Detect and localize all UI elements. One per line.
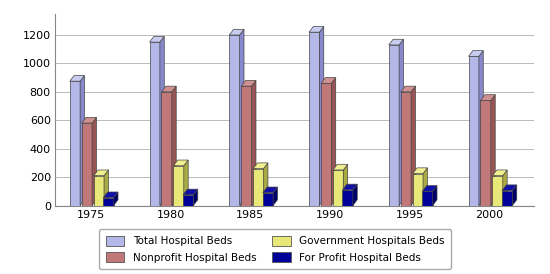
Polygon shape [82,123,92,206]
Polygon shape [82,118,96,123]
Polygon shape [503,170,507,206]
Polygon shape [241,81,256,86]
Polygon shape [353,184,358,206]
Polygon shape [481,95,495,100]
Polygon shape [70,76,85,81]
Legend: Total Hospital Beds, Nonprofit Hospital Beds, Government Hospitals Beds, For Pro: Total Hospital Beds, Nonprofit Hospital … [100,229,450,269]
Polygon shape [399,39,404,205]
Polygon shape [331,78,335,206]
Polygon shape [492,176,503,206]
Polygon shape [173,160,188,166]
Polygon shape [479,51,483,205]
Polygon shape [320,27,324,206]
Polygon shape [491,95,495,206]
Polygon shape [273,187,278,206]
Polygon shape [183,189,198,195]
Polygon shape [229,35,240,206]
Polygon shape [183,195,194,206]
Polygon shape [263,163,268,206]
Polygon shape [401,92,411,206]
Polygon shape [422,191,433,206]
Polygon shape [389,45,399,206]
Polygon shape [253,163,268,169]
Polygon shape [162,92,172,206]
Polygon shape [194,189,198,206]
Polygon shape [502,191,513,206]
Polygon shape [94,176,104,206]
Polygon shape [160,36,164,206]
Polygon shape [433,185,437,206]
Polygon shape [251,81,256,206]
Polygon shape [80,76,85,206]
Polygon shape [70,81,80,206]
Polygon shape [343,184,358,190]
Polygon shape [253,169,263,206]
Polygon shape [114,192,118,206]
Polygon shape [162,86,176,92]
Polygon shape [422,185,437,191]
Polygon shape [263,193,273,206]
Polygon shape [343,164,348,206]
Polygon shape [309,27,324,32]
Polygon shape [240,29,244,206]
Polygon shape [150,42,160,206]
Polygon shape [401,86,415,92]
Polygon shape [343,190,353,206]
Polygon shape [321,78,336,83]
Polygon shape [104,170,108,206]
Polygon shape [412,168,427,173]
Polygon shape [184,160,188,206]
Polygon shape [333,164,348,170]
Polygon shape [423,168,427,206]
Polygon shape [309,32,320,206]
Polygon shape [241,86,251,206]
Polygon shape [173,166,184,206]
Polygon shape [481,100,491,206]
Polygon shape [411,86,415,206]
Polygon shape [103,198,114,206]
Polygon shape [150,36,164,42]
Polygon shape [229,29,244,35]
Polygon shape [389,39,404,45]
Polygon shape [492,170,507,176]
Polygon shape [502,185,517,191]
Polygon shape [469,56,479,206]
Polygon shape [513,185,517,206]
Polygon shape [263,187,278,193]
Polygon shape [103,192,118,198]
Polygon shape [92,118,96,206]
Polygon shape [469,51,483,56]
Polygon shape [412,173,423,206]
Polygon shape [172,86,176,206]
Polygon shape [333,170,343,206]
Polygon shape [321,83,331,206]
Polygon shape [94,170,108,176]
